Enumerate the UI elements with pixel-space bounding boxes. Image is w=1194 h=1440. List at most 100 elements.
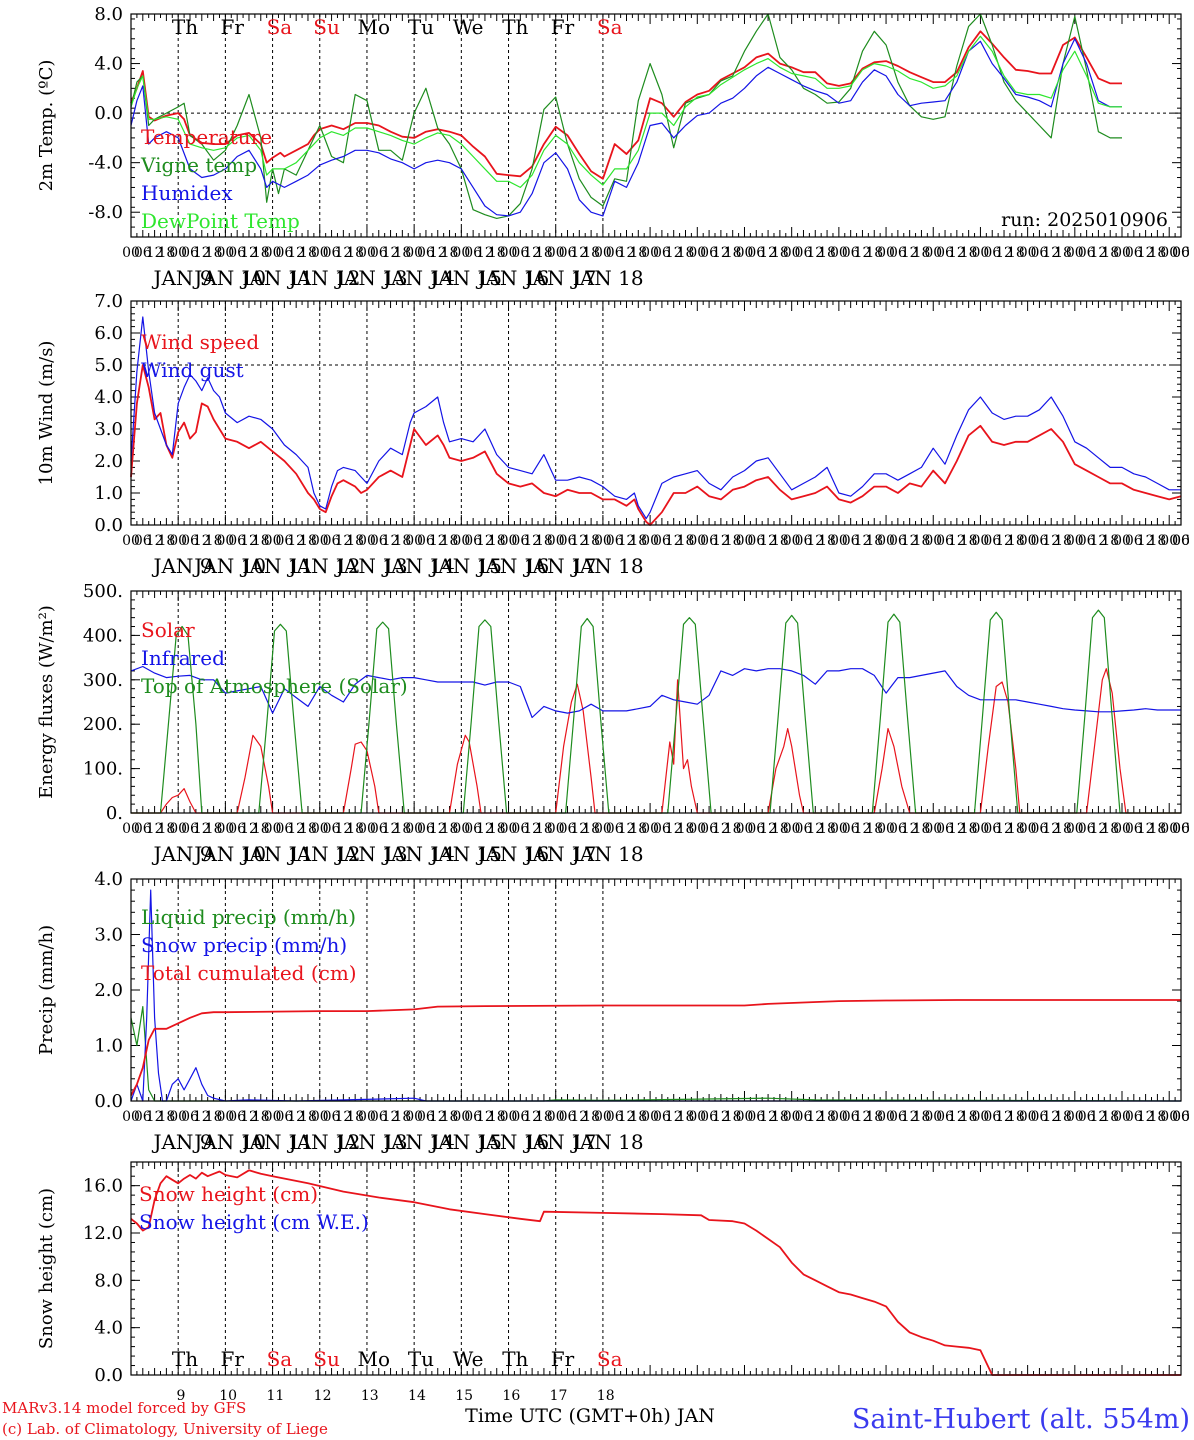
hour-tick-label: 06: [747, 245, 765, 261]
hour-tick-label: 00: [641, 1109, 659, 1125]
day-number-label: 18: [597, 1388, 615, 1404]
hour-tick-label: 06: [1172, 821, 1190, 837]
hour-tick-label: 18: [393, 245, 411, 261]
hour-tick-label: 06: [464, 1109, 482, 1125]
hour-tick-label: 06: [700, 533, 718, 549]
hour-tick-label: 00: [924, 1109, 942, 1125]
y-tick-label: 2.0: [94, 451, 123, 472]
hour-tick-label: 00: [216, 821, 234, 837]
hour-tick-label: 18: [252, 821, 270, 837]
footer-model-label: MARv3.14 model forced by GFS: [2, 1399, 246, 1417]
hour-tick-label: 12: [901, 1109, 919, 1125]
hour-tick-label: 12: [712, 533, 730, 549]
hour-tick-label: 06: [795, 533, 813, 549]
hour-tick-label: 06: [134, 533, 152, 549]
hour-tick-label: 06: [511, 533, 529, 549]
day-label: JAN 12: [287, 554, 361, 578]
weekday-label: Sa: [267, 1347, 293, 1371]
hour-tick-label: 18: [1054, 821, 1072, 837]
hour-tick-label: 18: [582, 245, 600, 261]
y-tick-label: 4.0: [94, 869, 123, 890]
hour-tick-label: 12: [1090, 533, 1108, 549]
day-label: JAN 17: [523, 842, 597, 866]
hour-tick-label: 18: [960, 533, 978, 549]
hour-tick-label: 12: [1042, 245, 1060, 261]
hour-tick-label: 00: [358, 1109, 376, 1125]
hour-tick-label: 06: [653, 245, 671, 261]
hour-tick-label: 06: [1125, 821, 1143, 837]
y-tick-label: 6.0: [94, 323, 123, 344]
legend-entry: Top of Atmosphere (Solar): [141, 674, 408, 698]
legend-entry: Snow height (cm): [139, 1182, 318, 1206]
hour-tick-label: 18: [535, 821, 553, 837]
panels: 8.0 4.0 0.0 -4.0 -8.0 2m Temp. (ºC) Temperatur…: [36, 4, 1190, 1404]
hour-tick-label: 12: [806, 1109, 824, 1125]
hour-tick-label: 12: [665, 245, 683, 261]
hour-tick-label: 06: [606, 245, 624, 261]
day-number-label: 14: [408, 1388, 426, 1404]
hour-tick-label: 18: [1007, 821, 1025, 837]
day-number-label: 17: [550, 1388, 568, 1404]
weekday-label: Th: [502, 1347, 528, 1371]
y-tick-label: 200.: [83, 714, 123, 735]
hour-tick-label: 06: [275, 245, 293, 261]
legend-entry: Vigne temp: [140, 153, 257, 177]
hour-tick-label: 18: [1054, 1109, 1072, 1125]
y-tick-label: 5.0: [94, 355, 123, 376]
hour-tick-label: 06: [228, 245, 246, 261]
weekday-label: We: [453, 15, 484, 39]
hour-tick-label: 00: [736, 533, 754, 549]
hour-tick-label: 00: [358, 821, 376, 837]
hour-tick-label: 12: [1137, 1109, 1155, 1125]
hour-tick-label: 12: [665, 821, 683, 837]
day-label: JAN 10: [192, 842, 266, 866]
hour-tick-label: 12: [193, 245, 211, 261]
y-axis-title: 2m Temp. (ºC): [36, 60, 57, 192]
hour-tick-label: 00: [1019, 821, 1037, 837]
hour-tick-label: 06: [134, 1109, 152, 1125]
hour-tick-label: 12: [1042, 1109, 1060, 1125]
day-label: JAN 9: [151, 554, 212, 578]
hour-tick-label: 00: [216, 1109, 234, 1125]
hour-tick-label: 12: [523, 821, 541, 837]
series-line-solar: [131, 668, 1181, 814]
hour-tick-label: 18: [1054, 533, 1072, 549]
hour-tick-label: 12: [948, 245, 966, 261]
hour-tick-label: 00: [594, 533, 612, 549]
legend-entry: Wind gust: [141, 358, 244, 382]
hour-tick-label: 06: [1125, 1109, 1143, 1125]
hour-tick-label: 18: [346, 1109, 364, 1125]
hour-tick-label: 06: [700, 1109, 718, 1125]
y-tick-label: 300.: [83, 670, 123, 691]
day-label: JAN 12: [287, 1130, 361, 1154]
hour-tick-label: 06: [1125, 533, 1143, 549]
hour-tick-label: 12: [948, 1109, 966, 1125]
panel-energy: 500. 400. 300. 200. 100. 0. Energy fluxes (W/m…: [36, 581, 1190, 866]
hour-tick-label: 12: [806, 533, 824, 549]
weekday-label: Fr: [551, 1347, 575, 1371]
panel-temp: 8.0 4.0 0.0 -4.0 -8.0 2m Temp. (ºC) Temperatur…: [36, 4, 1190, 290]
day-label: JAN 10: [192, 1130, 266, 1154]
hour-tick-label: 00: [924, 245, 942, 261]
hour-tick-label: 06: [417, 245, 435, 261]
hour-tick-label: 12: [334, 533, 352, 549]
hour-tick-label: 18: [913, 1109, 931, 1125]
hour-tick-label: 18: [299, 245, 317, 261]
hour-tick-label: 12: [618, 821, 636, 837]
hour-tick-label: 18: [1054, 245, 1072, 261]
day-label: JAN 15: [428, 842, 502, 866]
legend-entry: Infrared: [141, 646, 225, 670]
hour-tick-label: 12: [240, 245, 258, 261]
hour-tick-label: 18: [582, 821, 600, 837]
hour-tick-label: 06: [936, 821, 954, 837]
hour-tick-label: 12: [287, 821, 305, 837]
weekday-label: Mo: [357, 1347, 390, 1371]
day-label: JAN 16: [475, 1130, 549, 1154]
hour-tick-label: 00: [122, 245, 140, 261]
hour-tick-label: 00: [1066, 821, 1084, 837]
hour-tick-label: 00: [1113, 533, 1131, 549]
hour-tick-label: 12: [1137, 245, 1155, 261]
hour-tick-label: 00: [1172, 821, 1190, 837]
hour-tick-label: 18: [865, 821, 883, 837]
hour-tick-label: 00: [547, 245, 565, 261]
